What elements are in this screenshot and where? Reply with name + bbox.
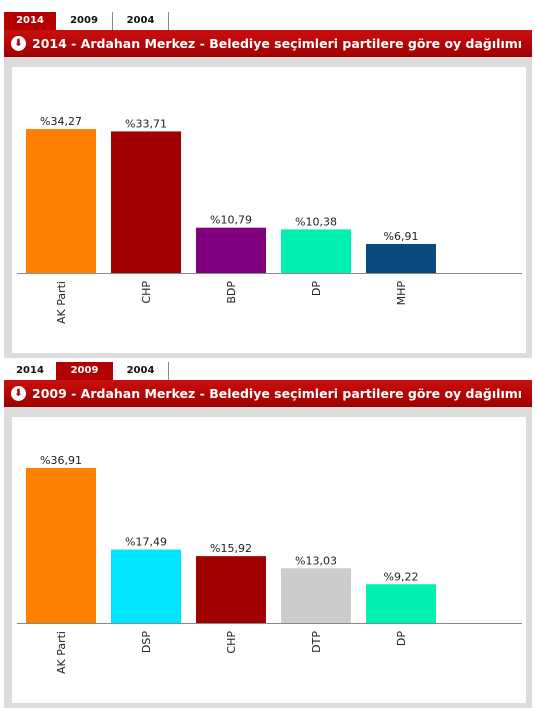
data-label: %10,79: [210, 214, 252, 227]
bar-chart-2009: %36,91 AK Parti %17,49 DSP %15,92 CHP %13,03 DT…: [17, 454, 522, 674]
bar[interactable]: [26, 129, 96, 273]
category-label: MHP: [395, 281, 408, 306]
bar[interactable]: [281, 229, 351, 273]
download-icon[interactable]: ⬇: [11, 36, 26, 51]
chart-title-bar: ⬇ 2009 - Ardahan Merkez - Belediye seçim…: [4, 380, 532, 407]
chart-title: 2009 - Ardahan Merkez - Belediye seçimle…: [32, 386, 523, 401]
data-label: %13,03: [295, 554, 337, 567]
category-label: AK Parti: [55, 281, 68, 324]
bar[interactable]: [111, 549, 181, 623]
tab-2009[interactable]: 2009: [56, 12, 113, 30]
tab-2009[interactable]: 2009: [56, 362, 113, 380]
chart-title: 2014 - Ardahan Merkez - Belediye seçimle…: [32, 36, 523, 51]
bar[interactable]: [281, 568, 351, 623]
chart-title-bar: ⬇ 2014 - Ardahan Merkez - Belediye seçim…: [4, 30, 532, 57]
category-label: DTP: [310, 631, 323, 653]
year-tabs: 2014 2009 2004: [4, 12, 169, 30]
category-label: DP: [395, 631, 408, 646]
data-label: %9,22: [384, 570, 419, 583]
tab-2014[interactable]: 2014: [4, 12, 56, 30]
bar[interactable]: [366, 584, 436, 623]
data-label: %36,91: [40, 454, 82, 467]
data-label: %17,49: [125, 536, 167, 549]
category-label: BDP: [225, 281, 238, 304]
bar[interactable]: [366, 243, 436, 273]
bar-chart-2014: %34,27 AK Parti %33,71 CHP %10,79 BDP %10,38 DP…: [17, 115, 522, 324]
tab-2014[interactable]: 2014: [4, 362, 56, 380]
category-label: AK Parti: [55, 631, 68, 674]
category-label: CHP: [225, 631, 238, 654]
bar[interactable]: [111, 131, 181, 273]
chart-frame: %36,91 AK Parti %17,49 DSP %15,92 CHP %13,03 DT…: [4, 407, 532, 708]
data-label: %34,27: [40, 115, 82, 128]
data-label: %10,38: [295, 215, 337, 228]
plot-area: %34,27 AK Parti %33,71 CHP %10,79 BDP %10,38 DP…: [12, 67, 526, 353]
category-label: DP: [310, 281, 323, 296]
download-icon[interactable]: ⬇: [11, 386, 26, 401]
bar[interactable]: [196, 556, 266, 623]
chart-panel-2014: 2014 2009 2004 ⬇ 2014 - Ardahan Merkez -…: [0, 12, 535, 360]
tab-2004[interactable]: 2004: [113, 362, 169, 380]
data-label: %15,92: [210, 542, 252, 555]
category-label: CHP: [140, 281, 153, 304]
plot-area: %36,91 AK Parti %17,49 DSP %15,92 CHP %13,03 DT…: [12, 417, 526, 703]
year-tabs: 2014 2009 2004: [4, 362, 169, 380]
data-label: %33,71: [125, 117, 167, 130]
data-label: %6,91: [384, 230, 419, 243]
bar[interactable]: [26, 467, 96, 623]
category-label: DSP: [140, 631, 153, 653]
tab-2004[interactable]: 2004: [113, 12, 169, 30]
chart-panel-2009: 2014 2009 2004 ⬇ 2009 - Ardahan Merkez -…: [0, 362, 535, 710]
chart-frame: %34,27 AK Parti %33,71 CHP %10,79 BDP %10,38 DP…: [4, 57, 532, 358]
bar[interactable]: [196, 227, 266, 273]
